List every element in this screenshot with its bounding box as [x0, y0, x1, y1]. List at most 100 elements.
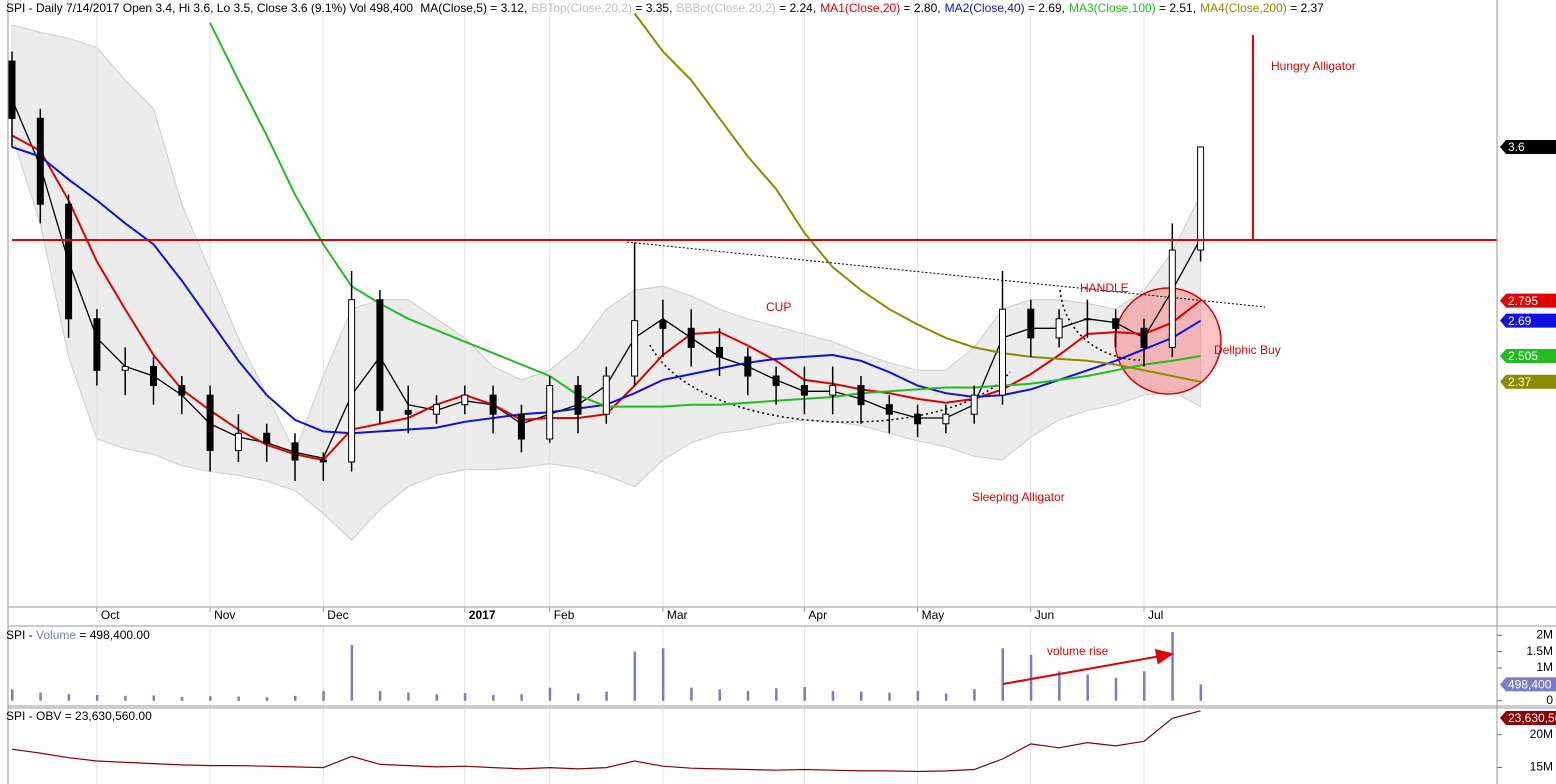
moving-average-line	[633, 12, 1201, 383]
bar-body	[319, 459, 327, 463]
header-prefix: SPI -	[6, 628, 37, 642]
legend-reading: = 498,400.00	[76, 628, 150, 642]
highlight-circle	[1114, 287, 1222, 395]
x-tick-label: 2017	[469, 608, 496, 622]
value-tag-shape	[1500, 139, 1556, 154]
annotation-lines	[12, 35, 1497, 241]
legend-name: BBBot(Close,20,2)	[676, 1, 776, 15]
bar-body	[121, 365, 129, 371]
y-tick-label: 1M	[1536, 660, 1553, 674]
legend-reading: = 2.80,	[900, 1, 941, 15]
volume-arrow	[1002, 648, 1174, 685]
bar-body	[178, 385, 186, 396]
bar-body	[1027, 308, 1035, 339]
header-title: SPI - Daily 7/14/2017 Open 3.4, Hi 3.6, …	[6, 1, 413, 15]
bar-body	[885, 404, 893, 415]
bar-body	[433, 404, 440, 415]
volume-bar	[180, 696, 184, 701]
volume-bar	[209, 696, 212, 701]
volume-bar	[1058, 671, 1061, 701]
volume-bar	[435, 694, 438, 701]
volume-bar	[605, 691, 608, 701]
legend-name: OBV	[36, 709, 62, 723]
y-tick-label: 1.5M	[1526, 644, 1553, 658]
value-tag: 3.6	[1508, 140, 1525, 154]
volume-bar	[973, 689, 976, 701]
bar-body	[546, 385, 554, 440]
volume-bar	[1029, 654, 1033, 701]
volume-bar	[831, 690, 835, 701]
cup-arc	[649, 344, 1011, 423]
volume-bar	[39, 692, 42, 701]
moving-average-line	[209, 22, 1201, 408]
bar-body	[376, 299, 384, 411]
volume-bar	[548, 687, 552, 701]
volume-bar	[1171, 631, 1174, 701]
annotation: Sleeping Alligator	[972, 490, 1065, 504]
volume-bar	[520, 694, 523, 701]
bar-body	[1140, 327, 1148, 348]
bar-body	[36, 117, 44, 205]
volume-bar	[888, 692, 891, 701]
y-tick-label: 15M	[1530, 760, 1553, 774]
bar-body	[65, 203, 73, 320]
legend-name: BBTop(Close,20,2)	[531, 1, 633, 15]
bar-body	[1112, 318, 1120, 329]
volume-bar	[1001, 648, 1004, 701]
trend-line	[626, 241, 1266, 308]
bar-body	[93, 318, 101, 371]
x-tick-label: Oct	[101, 608, 120, 622]
y-tick-label: 2M	[1536, 627, 1553, 641]
value-tag: 2.37	[1508, 375, 1532, 389]
legend-name: MA3(Close,100)	[1069, 1, 1156, 15]
volume-bar	[124, 695, 127, 701]
volume-bar	[152, 695, 155, 701]
bar-body	[744, 356, 752, 377]
volume-bar	[1114, 677, 1118, 701]
bar-body	[1168, 249, 1176, 348]
bar-body	[1083, 318, 1091, 321]
legend-name: Volume	[36, 628, 77, 642]
bar-body	[857, 385, 865, 406]
volume-bar	[11, 689, 14, 701]
volume-bar	[1143, 671, 1146, 701]
volume-bar	[661, 648, 665, 701]
volume-bar	[1199, 684, 1203, 701]
volume-bar	[1086, 674, 1089, 701]
bar-body	[631, 320, 639, 377]
annotation: HANDLE	[1080, 281, 1129, 295]
y-tick-label: 0	[1546, 693, 1553, 707]
annotation: CUP	[766, 300, 791, 314]
legend-reading: = 3.12,	[486, 1, 528, 15]
header-prefix: SPI -	[6, 709, 37, 723]
legend-reading: = 2.51,	[1155, 1, 1197, 15]
bar-body	[1197, 146, 1205, 251]
volume-bar	[860, 691, 863, 701]
x-tick-label: May	[922, 608, 945, 622]
volume-bar	[265, 697, 269, 701]
volume-bar	[775, 688, 778, 701]
volume-bar	[746, 690, 750, 701]
bar-body	[574, 385, 582, 415]
annotation: Dellphic Buy	[1214, 343, 1281, 357]
value-tag: 2.69	[1508, 314, 1532, 328]
volume-bar	[944, 693, 948, 701]
legend-name: MA2(Close,40)	[944, 1, 1025, 15]
annotation: volume rise	[1047, 644, 1109, 658]
x-tick-label: Feb	[554, 608, 575, 622]
legend-reading: = 2.37	[1286, 1, 1324, 15]
bar-body	[348, 299, 356, 463]
obv-header: SPI - OBV = 23,630,560.00	[6, 709, 152, 723]
volume-bar	[350, 645, 354, 701]
bar-body	[970, 394, 978, 415]
bar-body	[602, 375, 610, 415]
bar-body	[1055, 318, 1063, 339]
bar-body	[999, 308, 1006, 396]
volume-bar	[407, 692, 410, 701]
bar-body	[234, 432, 242, 451]
bar-body	[829, 385, 837, 396]
annotation: Hungry Alligator	[1271, 59, 1356, 73]
volume-header: SPI - Volume = 498,400.00	[6, 628, 150, 642]
value-tag-shape	[1500, 711, 1556, 725]
